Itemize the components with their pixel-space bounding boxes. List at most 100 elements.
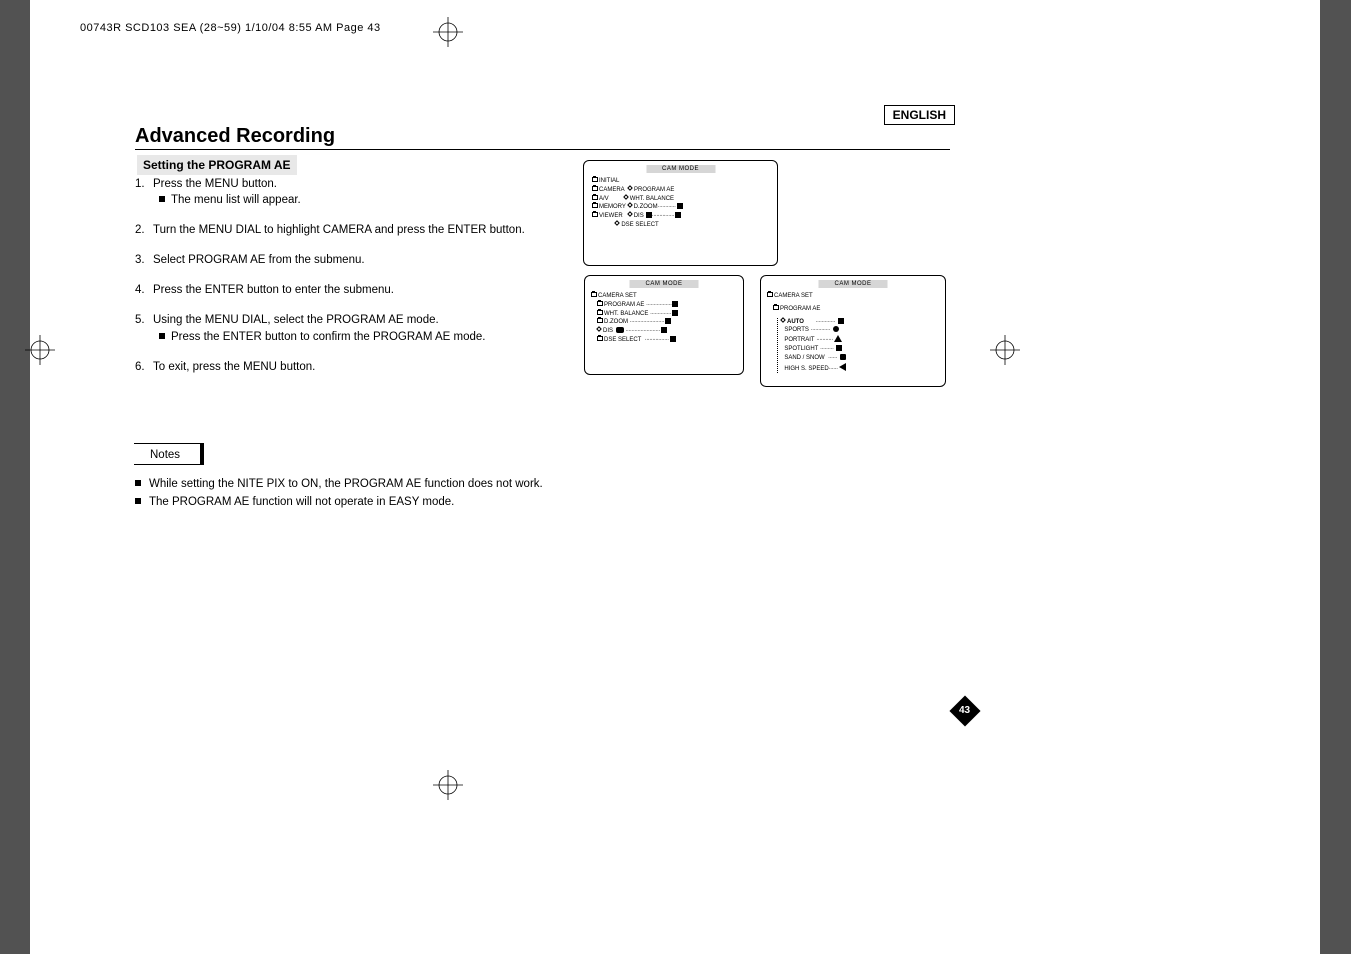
menu-label: VIEWER xyxy=(599,213,623,219)
menu-value: DIS xyxy=(634,213,644,219)
folder-icon xyxy=(597,336,603,341)
leader-dots: ················· xyxy=(646,302,671,308)
square-bullet-icon xyxy=(159,196,165,202)
end-icon xyxy=(677,203,683,209)
step-number: 6. xyxy=(135,359,153,375)
camera-screen-3: CAM MODE CAMERA SET PROGRAM AE AUTO ····… xyxy=(760,275,946,387)
menu-header: CAMERA SET xyxy=(774,293,813,299)
step-number: 1. xyxy=(135,176,153,192)
folder-icon xyxy=(591,292,597,297)
leader-dots: ············· xyxy=(816,319,835,325)
end-icon xyxy=(670,336,676,342)
diamond-icon xyxy=(623,194,629,200)
menu-item: DIS xyxy=(603,328,613,334)
note-item: The PROGRAM AE function will not operate… xyxy=(135,494,543,511)
camera-screen-2: CAM MODE CAMERA SET PROGRAM AE ·········… xyxy=(584,275,744,375)
step-number: 4. xyxy=(135,282,153,298)
menu-option: SAND / SNOW xyxy=(784,355,824,361)
crosshair-icon xyxy=(433,17,463,47)
crosshair-icon xyxy=(433,770,463,800)
note-text: The PROGRAM AE function will not operate… xyxy=(149,496,454,508)
leader-dots: ········· xyxy=(820,346,833,352)
menu-label: INITIAL xyxy=(599,178,619,184)
folder-icon xyxy=(597,310,603,315)
folder-icon xyxy=(597,301,603,306)
leader-dots: ············· xyxy=(811,327,830,333)
title-rule xyxy=(135,149,950,150)
screen-titlebar: CAM MODE xyxy=(646,165,715,173)
leader-dots: ··············· xyxy=(652,213,674,219)
notes-list: While setting the NITE PIX to ON, the PR… xyxy=(135,476,543,513)
steps-list: 1.Press the MENU button. The menu list w… xyxy=(135,176,565,389)
step-text: Press the ENTER button to enter the subm… xyxy=(153,284,394,296)
folder-icon xyxy=(773,305,779,310)
bullet-text: The menu list will appear. xyxy=(171,194,301,206)
screen-titlebar: CAM MODE xyxy=(630,280,699,288)
folder-icon xyxy=(592,212,598,217)
folder-icon xyxy=(767,292,773,297)
camera-screen-1: CAM MODE INITIAL CAMERA PROGRAM AE A/V W… xyxy=(583,160,778,266)
end-icon xyxy=(661,327,667,333)
crosshair-icon xyxy=(990,335,1020,365)
leader-dots: ················ xyxy=(645,337,669,343)
mode-icon xyxy=(833,326,839,332)
step-1: 1.Press the MENU button. The menu list w… xyxy=(135,176,565,208)
step-bullet: The menu list will appear. xyxy=(159,192,565,208)
step-text: Using the MENU DIAL, select the PROGRAM … xyxy=(153,314,439,326)
diamond-icon xyxy=(627,203,633,209)
note-text: While setting the NITE PIX to ON, the PR… xyxy=(149,478,543,490)
menu-value: PROGRAM AE xyxy=(634,187,674,193)
section-title: Setting the PROGRAM AE xyxy=(137,155,297,175)
screen-menu: CAMERA SET PROGRAM AE AUTO ·············… xyxy=(767,292,846,373)
step-text: Turn the MENU DIAL to highlight CAMERA a… xyxy=(153,224,525,236)
notes-label: Notes xyxy=(150,449,180,461)
folder-icon xyxy=(592,195,598,200)
step-4: 4.Press the ENTER button to enter the su… xyxy=(135,282,565,298)
mode-icon xyxy=(839,363,846,371)
menu-value: WHT. BALANCE xyxy=(630,196,674,202)
leader-dots: ······ xyxy=(828,355,837,361)
note-item: While setting the NITE PIX to ON, the PR… xyxy=(135,476,543,493)
menu-value: D.ZOOM xyxy=(634,204,658,210)
menu-item: D.ZOOM xyxy=(604,319,628,325)
step-5: 5.Using the MENU DIAL, select the PROGRA… xyxy=(135,312,565,344)
mode-icon xyxy=(836,345,842,351)
square-bullet-icon xyxy=(135,498,141,504)
menu-item: DSE SELECT xyxy=(604,337,641,343)
menu-item: WHT. BALANCE xyxy=(604,311,648,317)
step-number: 5. xyxy=(135,312,153,328)
end-icon xyxy=(672,310,678,316)
folder-icon xyxy=(597,318,603,323)
step-text: Select PROGRAM AE from the submenu. xyxy=(153,254,365,266)
crosshair-icon xyxy=(25,335,55,365)
menu-item: PROGRAM AE xyxy=(604,302,644,308)
end-icon xyxy=(672,301,678,307)
mode-icon xyxy=(840,354,846,360)
step-6: 6.To exit, press the MENU button. xyxy=(135,359,565,375)
menu-value: DSE SELECT xyxy=(621,222,658,228)
page-title: Advanced Recording xyxy=(135,125,335,148)
step-text: To exit, press the MENU button. xyxy=(153,361,315,373)
leader-dots: ··········· xyxy=(816,337,832,343)
screen-menu: CAMERA SET PROGRAM AE ················· … xyxy=(591,292,678,345)
menu-label: A/V xyxy=(599,196,609,202)
leader-dots: ············ xyxy=(658,204,676,210)
step-bullet: Press the ENTER button to confirm the PR… xyxy=(159,329,565,345)
square-bullet-icon xyxy=(135,480,141,486)
step-number: 3. xyxy=(135,252,153,268)
header-line: 00743R SCD103 SEA (28~59) 1/10/04 8:55 A… xyxy=(80,22,381,34)
end-icon xyxy=(675,212,681,218)
step-3: 3.Select PROGRAM AE from the submenu. xyxy=(135,252,565,268)
end-icon xyxy=(665,318,671,324)
hand-icon xyxy=(616,327,624,333)
menu-label: MEMORY xyxy=(599,204,626,210)
screen-titlebar: CAM MODE xyxy=(819,280,888,288)
folder-icon xyxy=(592,177,598,182)
diamond-icon xyxy=(627,211,633,217)
diamond-icon xyxy=(596,326,602,332)
screen-menu: INITIAL CAMERA PROGRAM AE A/V WHT. BALAN… xyxy=(592,177,683,230)
step-text: Press the MENU button. xyxy=(153,178,277,190)
menu-option: SPORTS xyxy=(784,327,809,333)
diamond-icon xyxy=(780,317,786,323)
leader-dots: ······················· xyxy=(625,328,659,334)
